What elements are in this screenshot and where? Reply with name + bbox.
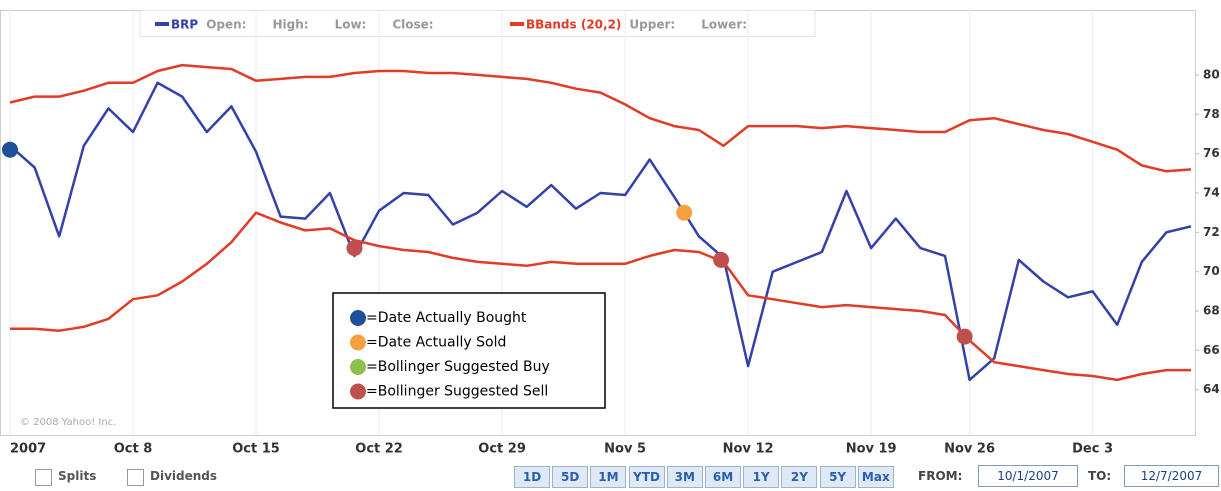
copyright: © 2008 Yahoo! Inc. [20, 417, 116, 428]
legend-dot [350, 383, 366, 400]
signal-marker [713, 251, 730, 268]
from-input[interactable]: 10/1/2007 [978, 465, 1078, 487]
legend-field: Low: [335, 18, 367, 32]
y-tick-label: 72 [1203, 225, 1220, 239]
x-tick-label: Nov 19 [846, 442, 897, 457]
legend-label: =Date Actually Sold [366, 335, 506, 351]
series-line [9, 81, 1192, 382]
range-button[interactable]: 1Y [743, 466, 780, 488]
legend-field: Open: [206, 18, 246, 32]
series-line [10, 211, 1191, 382]
chart: © 2008 Yahoo! Inc. 64 66 68 70 72 74 76 78 80 200… [0, 10, 1220, 457]
x-tick-label: Nov 5 [604, 442, 646, 457]
y-tick-label: 68 [1203, 304, 1220, 318]
signal-marker [956, 328, 973, 345]
x-tick-label: Nov 12 [723, 442, 774, 457]
legend-field: High: [272, 18, 308, 32]
range-button[interactable]: YTD [628, 466, 665, 488]
checkbox[interactable] [35, 469, 52, 486]
x-tick-label: Oct 22 [355, 442, 403, 457]
range-button[interactable]: 3M [666, 466, 703, 488]
legend-dot [350, 359, 366, 375]
x-tick-label: Nov 26 [944, 442, 995, 457]
legend-label: =Bollinger Suggested Buy [366, 359, 550, 375]
series-line [9, 63, 1192, 173]
to-input[interactable]: 12/7/2007 [1124, 465, 1219, 487]
legend-dot [350, 334, 366, 351]
signal-marker [346, 240, 363, 257]
range-button[interactable]: 1D [514, 466, 550, 488]
checkbox[interactable] [127, 469, 144, 486]
range-button[interactable]: 5D [552, 466, 589, 488]
legend-name: BBands (20,2) [526, 18, 621, 32]
range-button[interactable]: Max [857, 466, 894, 488]
range-button[interactable]: 6M [705, 466, 741, 488]
legend-field: Upper: [629, 18, 675, 32]
header-box [139, 10, 816, 37]
legend-field: Lower: [701, 18, 747, 32]
checkbox-label: Splits [58, 469, 97, 483]
y-tick-label: 66 [1203, 343, 1220, 357]
y-tick-label: 74 [1203, 185, 1220, 199]
legend-swatch [155, 22, 169, 26]
y-tick-label: 80 [1203, 67, 1220, 81]
legend-swatch [510, 22, 524, 26]
x-tick-label: Dec 3 [1072, 442, 1113, 457]
checkbox-label: Dividends [150, 469, 218, 483]
y-tick-label: 76 [1203, 146, 1220, 160]
x-tick-label: 2007 [10, 442, 46, 457]
legend-box [332, 292, 606, 409]
legend-label: =Bollinger Suggested Sell [366, 384, 548, 400]
to-label: TO: [1088, 469, 1112, 483]
legend-name: BRP [171, 18, 198, 32]
range-button[interactable]: 1M [590, 466, 627, 488]
from-label: FROM: [918, 469, 963, 483]
range-button[interactable]: 5Y [819, 466, 856, 488]
range-button[interactable]: 2Y [781, 466, 818, 488]
signal-marker [2, 141, 18, 158]
x-tick-label: Oct 29 [478, 442, 526, 457]
signal-marker [676, 204, 693, 221]
y-tick-label: 70 [1203, 264, 1220, 278]
x-tick-label: Oct 8 [114, 442, 153, 457]
y-tick-label: 64 [1203, 382, 1220, 396]
legend-field: Close: [392, 18, 433, 32]
x-tick-label: Oct 15 [232, 442, 280, 457]
legend-dot [350, 310, 366, 326]
y-tick-label: 78 [1203, 107, 1220, 121]
legend-label: =Date Actually Bought [366, 310, 527, 326]
